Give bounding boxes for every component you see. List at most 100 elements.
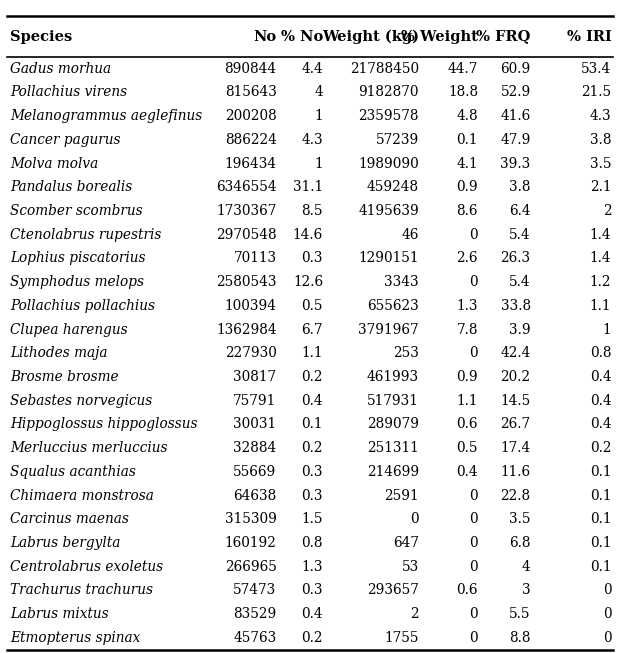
Text: Etmopterus spinax: Etmopterus spinax: [10, 631, 140, 645]
Text: 0: 0: [603, 631, 611, 645]
Text: % IRI: % IRI: [567, 29, 611, 44]
Text: 0.3: 0.3: [301, 465, 323, 479]
Text: 0.9: 0.9: [456, 370, 478, 384]
Text: 0.4: 0.4: [590, 370, 611, 384]
Text: 3.5: 3.5: [590, 157, 611, 170]
Text: 0.1: 0.1: [590, 513, 611, 526]
Text: 0: 0: [469, 228, 478, 242]
Text: 1.1: 1.1: [456, 394, 478, 407]
Text: 0: 0: [469, 607, 478, 621]
Text: 1290151: 1290151: [358, 251, 419, 265]
Text: 1989090: 1989090: [358, 157, 419, 170]
Text: 6346554: 6346554: [216, 180, 277, 194]
Text: 0: 0: [603, 583, 611, 597]
Text: 52.9: 52.9: [500, 86, 531, 99]
Text: Cancer pagurus: Cancer pagurus: [10, 133, 120, 147]
Text: Weight (kg): Weight (kg): [322, 29, 419, 44]
Text: 6.7: 6.7: [301, 323, 323, 336]
Text: Species: Species: [10, 29, 72, 44]
Text: 12.6: 12.6: [293, 275, 323, 289]
Text: 0.5: 0.5: [456, 441, 478, 455]
Text: 2.1: 2.1: [590, 180, 611, 194]
Text: 2580543: 2580543: [216, 275, 277, 289]
Text: 0.4: 0.4: [590, 417, 611, 432]
Text: 53: 53: [402, 560, 419, 574]
Text: 4.3: 4.3: [301, 133, 323, 147]
Text: 18.8: 18.8: [448, 86, 478, 99]
Text: 5.4: 5.4: [509, 275, 531, 289]
Text: 14.6: 14.6: [293, 228, 323, 242]
Text: 647: 647: [393, 536, 419, 550]
Text: Pandalus borealis: Pandalus borealis: [10, 180, 132, 194]
Text: Sebastes norvegicus: Sebastes norvegicus: [10, 394, 152, 407]
Text: 9182870: 9182870: [358, 86, 419, 99]
Text: Squalus acanthias: Squalus acanthias: [10, 465, 136, 479]
Text: 8.8: 8.8: [509, 631, 531, 645]
Text: 4.1: 4.1: [456, 157, 478, 170]
Text: 5.5: 5.5: [509, 607, 531, 621]
Text: 1.3: 1.3: [456, 299, 478, 313]
Text: % Weight: % Weight: [401, 29, 478, 44]
Text: 0.6: 0.6: [456, 417, 478, 432]
Text: 2: 2: [603, 204, 611, 218]
Text: 1: 1: [314, 157, 323, 170]
Text: % FRQ: % FRQ: [476, 29, 531, 44]
Text: 1.2: 1.2: [590, 275, 611, 289]
Text: 4.8: 4.8: [456, 109, 478, 123]
Text: 0.1: 0.1: [301, 417, 323, 432]
Text: 26.7: 26.7: [500, 417, 531, 432]
Text: 0.2: 0.2: [590, 441, 611, 455]
Text: 0.4: 0.4: [456, 465, 478, 479]
Text: Hippoglossus hippoglossus: Hippoglossus hippoglossus: [10, 417, 197, 432]
Text: 6.8: 6.8: [509, 536, 531, 550]
Text: 214699: 214699: [367, 465, 419, 479]
Text: 4: 4: [314, 86, 323, 99]
Text: Molva molva: Molva molva: [10, 157, 98, 170]
Text: 39.3: 39.3: [500, 157, 531, 170]
Text: 0: 0: [410, 513, 419, 526]
Text: 293657: 293657: [367, 583, 419, 597]
Text: Centrolabrus exoletus: Centrolabrus exoletus: [10, 560, 163, 574]
Text: 100394: 100394: [224, 299, 277, 313]
Text: 0.3: 0.3: [301, 251, 323, 265]
Text: Labrus bergylta: Labrus bergylta: [10, 536, 120, 550]
Text: 200208: 200208: [225, 109, 277, 123]
Text: 21.5: 21.5: [581, 86, 611, 99]
Text: Scomber scombrus: Scomber scombrus: [10, 204, 143, 218]
Text: 46: 46: [402, 228, 419, 242]
Text: 459248: 459248: [367, 180, 419, 194]
Text: 4: 4: [522, 560, 531, 574]
Text: 53.4: 53.4: [581, 61, 611, 76]
Text: 0.2: 0.2: [301, 631, 323, 645]
Text: 47.9: 47.9: [500, 133, 531, 147]
Text: 1730367: 1730367: [216, 204, 277, 218]
Text: 886224: 886224: [224, 133, 277, 147]
Text: 64638: 64638: [233, 488, 277, 503]
Text: 1755: 1755: [384, 631, 419, 645]
Text: 0.4: 0.4: [301, 394, 323, 407]
Text: 32884: 32884: [233, 441, 277, 455]
Text: 1: 1: [603, 323, 611, 336]
Text: 1.1: 1.1: [590, 299, 611, 313]
Text: 75791: 75791: [233, 394, 277, 407]
Text: 11.6: 11.6: [500, 465, 531, 479]
Text: 26.3: 26.3: [500, 251, 531, 265]
Text: 0.5: 0.5: [301, 299, 323, 313]
Text: Labrus mixtus: Labrus mixtus: [10, 607, 108, 621]
Text: Clupea harengus: Clupea harengus: [10, 323, 128, 336]
Text: 0: 0: [469, 513, 478, 526]
Text: Lophius piscatorius: Lophius piscatorius: [10, 251, 146, 265]
Text: Ctenolabrus rupestris: Ctenolabrus rupestris: [10, 228, 161, 242]
Text: 0.8: 0.8: [301, 536, 323, 550]
Text: 1.4: 1.4: [590, 228, 611, 242]
Text: 5.4: 5.4: [509, 228, 531, 242]
Text: 251311: 251311: [368, 441, 419, 455]
Text: 3.9: 3.9: [509, 323, 531, 336]
Text: 1.5: 1.5: [301, 513, 323, 526]
Text: 30817: 30817: [233, 370, 277, 384]
Text: 0: 0: [469, 536, 478, 550]
Text: 1.1: 1.1: [301, 346, 323, 360]
Text: 0.8: 0.8: [590, 346, 611, 360]
Text: 2970548: 2970548: [216, 228, 277, 242]
Text: 20.2: 20.2: [500, 370, 531, 384]
